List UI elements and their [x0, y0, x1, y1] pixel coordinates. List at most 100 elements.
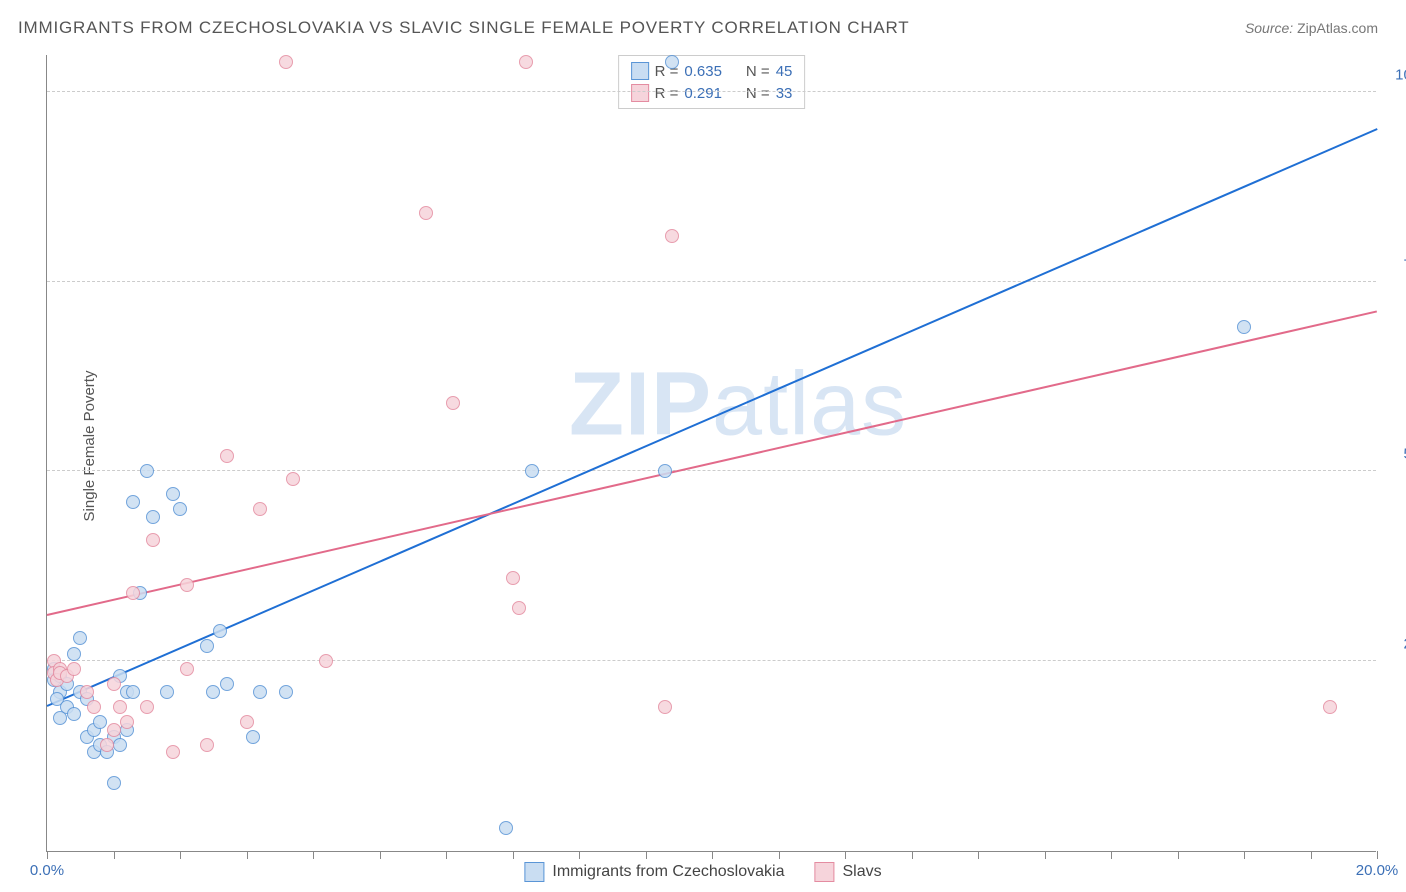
legend-stats-box: R =0.635N =45R =0.291N =33 [618, 55, 806, 109]
scatter-point [140, 700, 154, 714]
gridline [47, 660, 1376, 661]
chart-plot-area: ZIPatlas R =0.635N =45R =0.291N =33 25.0… [46, 55, 1376, 852]
scatter-point [166, 745, 180, 759]
scatter-point [525, 464, 539, 478]
trend-line [47, 310, 1377, 616]
scatter-point [146, 533, 160, 547]
y-tick-label: 50.0% [1386, 446, 1406, 463]
scatter-point [113, 700, 127, 714]
x-tick [712, 851, 713, 859]
chart-title: IMMIGRANTS FROM CZECHOSLOVAKIA VS SLAVIC… [18, 18, 910, 38]
scatter-point [1323, 700, 1337, 714]
scatter-point [80, 685, 94, 699]
x-tick [313, 851, 314, 859]
scatter-point [126, 685, 140, 699]
scatter-point [279, 55, 293, 69]
scatter-point [319, 654, 333, 668]
source-attribution: Source: ZipAtlas.com [1245, 20, 1378, 36]
trend-line [47, 128, 1378, 707]
scatter-point [93, 715, 107, 729]
scatter-point [67, 707, 81, 721]
scatter-point [146, 510, 160, 524]
scatter-point [180, 578, 194, 592]
scatter-point [73, 631, 87, 645]
scatter-point [166, 487, 180, 501]
legend-swatch [524, 862, 544, 882]
scatter-point [180, 662, 194, 676]
scatter-point [240, 715, 254, 729]
scatter-point [658, 464, 672, 478]
legend-series: Immigrants from Czechoslovakia Slavs [524, 862, 881, 882]
x-tick [1045, 851, 1046, 859]
scatter-point [512, 601, 526, 615]
scatter-point [107, 776, 121, 790]
scatter-point [200, 738, 214, 752]
legend-swatch [631, 62, 649, 80]
source-label: Source: [1245, 20, 1293, 36]
n-label: N = [746, 85, 770, 102]
scatter-point [279, 685, 293, 699]
x-tick-label: 20.0% [1356, 862, 1399, 879]
scatter-point [658, 700, 672, 714]
scatter-point [53, 711, 67, 725]
x-tick [1244, 851, 1245, 859]
x-tick [646, 851, 647, 859]
scatter-point [120, 715, 134, 729]
scatter-point [446, 396, 460, 410]
x-tick [513, 851, 514, 859]
legend-item: Immigrants from Czechoslovakia [524, 862, 784, 882]
n-value: 45 [776, 63, 793, 80]
legend-swatch [814, 862, 834, 882]
scatter-point [173, 502, 187, 516]
scatter-point [107, 723, 121, 737]
n-value: 33 [776, 85, 793, 102]
scatter-point [206, 685, 220, 699]
gridline [47, 91, 1376, 92]
scatter-point [67, 662, 81, 676]
scatter-point [506, 571, 520, 585]
scatter-point [246, 730, 260, 744]
y-tick-label: 25.0% [1386, 636, 1406, 653]
y-tick-label: 100.0% [1386, 66, 1406, 83]
scatter-point [419, 206, 433, 220]
x-tick [779, 851, 780, 859]
x-tick [1377, 851, 1378, 859]
scatter-point [519, 55, 533, 69]
x-tick [446, 851, 447, 859]
scatter-point [253, 685, 267, 699]
y-tick-label: 75.0% [1386, 256, 1406, 273]
legend-stat-row: R =0.291N =33 [631, 82, 793, 104]
r-label: R = [655, 85, 679, 102]
x-tick [1178, 851, 1179, 859]
legend-label: Slavs [842, 863, 881, 880]
x-tick [47, 851, 48, 859]
scatter-point [665, 55, 679, 69]
x-tick [1311, 851, 1312, 859]
source-value: ZipAtlas.com [1297, 20, 1378, 36]
scatter-point [1237, 320, 1251, 334]
x-tick [114, 851, 115, 859]
scatter-point [113, 738, 127, 752]
scatter-point [87, 700, 101, 714]
scatter-point [107, 677, 121, 691]
scatter-point [665, 229, 679, 243]
legend-item: Slavs [814, 862, 881, 882]
x-tick [978, 851, 979, 859]
scatter-point [67, 647, 81, 661]
scatter-point [499, 821, 513, 835]
gridline [47, 281, 1376, 282]
scatter-point [253, 502, 267, 516]
scatter-point [126, 495, 140, 509]
x-tick [247, 851, 248, 859]
x-tick [912, 851, 913, 859]
scatter-point [220, 677, 234, 691]
x-tick [180, 851, 181, 859]
x-tick [579, 851, 580, 859]
n-label: N = [746, 63, 770, 80]
scatter-point [126, 586, 140, 600]
scatter-point [213, 624, 227, 638]
gridline [47, 470, 1376, 471]
watermark-bold: ZIP [569, 355, 712, 455]
scatter-point [140, 464, 154, 478]
legend-stat-row: R =0.635N =45 [631, 60, 793, 82]
